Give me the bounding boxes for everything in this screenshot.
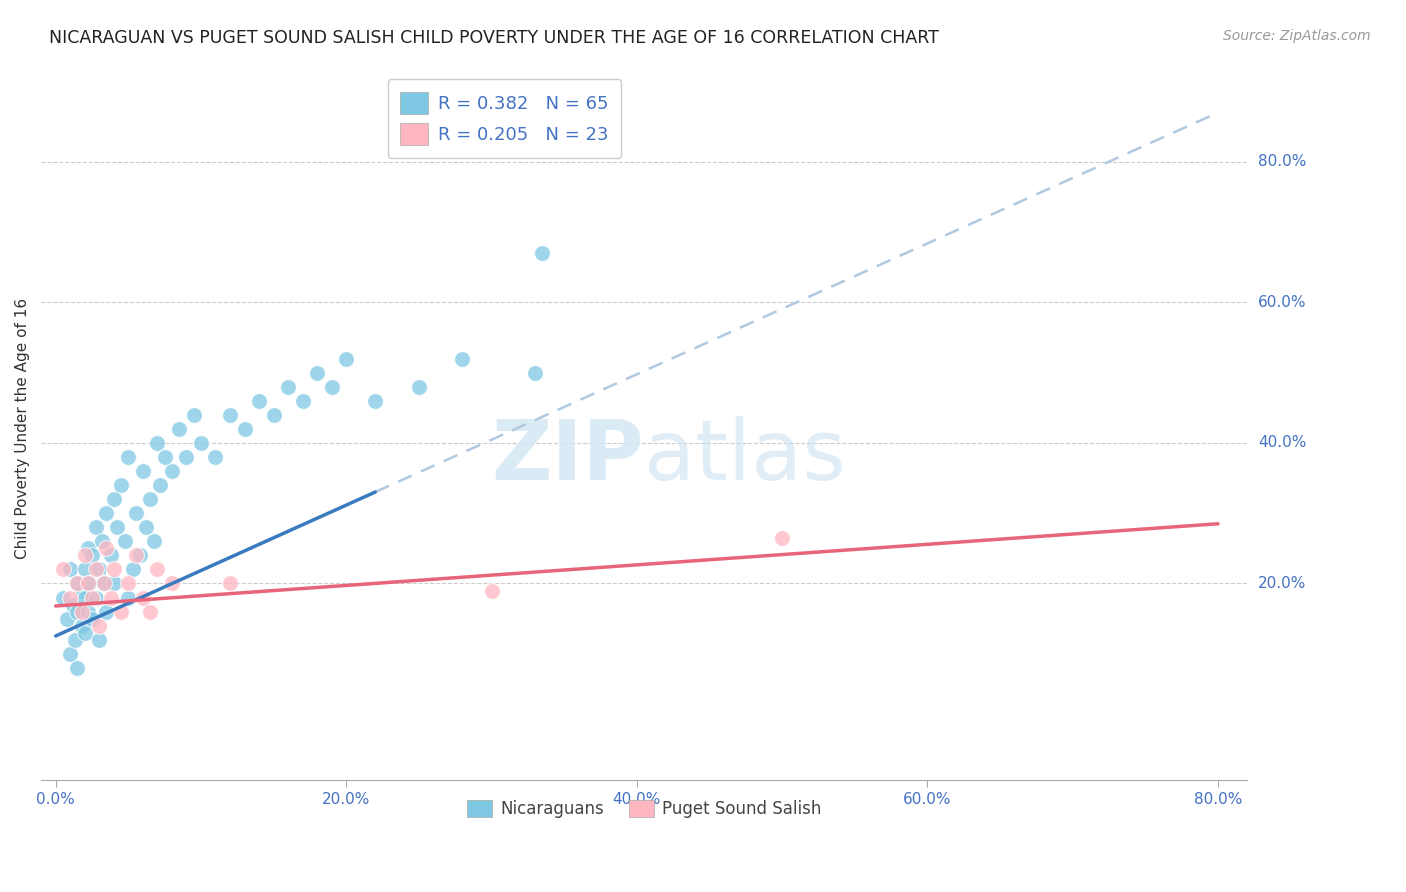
Point — [76, 605, 98, 619]
Point — [66, 576, 89, 591]
Point — [135, 520, 157, 534]
Point — [77, 576, 100, 591]
Point — [481, 583, 503, 598]
Point — [70, 605, 93, 619]
Point — [70, 583, 93, 598]
Point — [96, 506, 118, 520]
Point — [408, 380, 430, 394]
Point — [86, 591, 108, 605]
Point — [247, 393, 270, 408]
Point — [73, 625, 96, 640]
Point — [124, 549, 146, 563]
Point — [167, 422, 190, 436]
Point — [52, 591, 75, 605]
Point — [89, 562, 111, 576]
Point — [73, 549, 96, 563]
Point — [103, 576, 125, 591]
Y-axis label: Child Poverty Under the Age of 16: Child Poverty Under the Age of 16 — [15, 298, 30, 559]
Point — [70, 618, 93, 632]
Text: NICARAGUAN VS PUGET SOUND SALISH CHILD POVERTY UNDER THE AGE OF 16 CORRELATION C: NICARAGUAN VS PUGET SOUND SALISH CHILD P… — [49, 29, 939, 46]
Point — [531, 246, 554, 260]
Point — [66, 661, 89, 675]
Point — [160, 576, 183, 591]
Point — [451, 351, 474, 366]
Point — [183, 408, 205, 422]
Point — [103, 562, 125, 576]
Point — [63, 632, 86, 647]
Point — [66, 576, 89, 591]
Point — [110, 605, 132, 619]
Text: Source: ZipAtlas.com: Source: ZipAtlas.com — [1223, 29, 1371, 43]
Point — [149, 478, 172, 492]
Text: 20.0%: 20.0% — [1258, 576, 1306, 591]
Point — [263, 408, 285, 422]
Point — [110, 478, 132, 492]
Point — [93, 576, 115, 591]
Point — [219, 576, 242, 591]
Text: ZIP: ZIP — [492, 417, 644, 498]
Point — [117, 576, 139, 591]
Point — [139, 605, 162, 619]
Point — [139, 492, 162, 507]
Point — [105, 520, 128, 534]
Point — [89, 618, 111, 632]
Point — [100, 549, 122, 563]
Point — [321, 380, 343, 394]
Point — [124, 506, 146, 520]
Point — [146, 436, 169, 450]
Point — [132, 591, 155, 605]
Legend: Nicaraguans, Puget Sound Salish: Nicaraguans, Puget Sound Salish — [460, 793, 828, 825]
Point — [96, 605, 118, 619]
Point — [56, 612, 79, 626]
Point — [59, 562, 82, 576]
Point — [291, 393, 314, 408]
Point — [335, 351, 357, 366]
Point — [277, 380, 299, 394]
Point — [93, 576, 115, 591]
Point — [204, 450, 226, 464]
Point — [160, 464, 183, 478]
Point — [76, 576, 98, 591]
Point — [100, 591, 122, 605]
Point — [117, 450, 139, 464]
Point — [76, 541, 98, 556]
Point — [59, 591, 82, 605]
Point — [86, 520, 108, 534]
Point — [52, 562, 75, 576]
Point — [80, 549, 103, 563]
Point — [73, 591, 96, 605]
Point — [91, 534, 114, 549]
Point — [143, 534, 166, 549]
Point — [89, 632, 111, 647]
Point — [307, 366, 329, 380]
Point — [132, 464, 155, 478]
Text: 60.0%: 60.0% — [1258, 295, 1306, 310]
Text: 80.0%: 80.0% — [1258, 154, 1306, 169]
Point — [219, 408, 242, 422]
Point — [80, 591, 103, 605]
Point — [129, 549, 152, 563]
Point — [770, 531, 793, 545]
Point — [103, 492, 125, 507]
Point — [66, 605, 89, 619]
Point — [524, 366, 547, 380]
Point — [96, 541, 118, 556]
Point — [121, 562, 143, 576]
Text: atlas: atlas — [644, 417, 846, 498]
Point — [86, 562, 108, 576]
Point — [73, 562, 96, 576]
Point — [80, 612, 103, 626]
Point — [190, 436, 212, 450]
Point — [364, 393, 387, 408]
Point — [62, 598, 84, 612]
Point — [146, 562, 169, 576]
Point — [114, 534, 136, 549]
Point — [176, 450, 198, 464]
Point — [117, 591, 139, 605]
Point — [153, 450, 176, 464]
Point — [59, 647, 82, 661]
Point — [233, 422, 256, 436]
Text: 40.0%: 40.0% — [1258, 435, 1306, 450]
